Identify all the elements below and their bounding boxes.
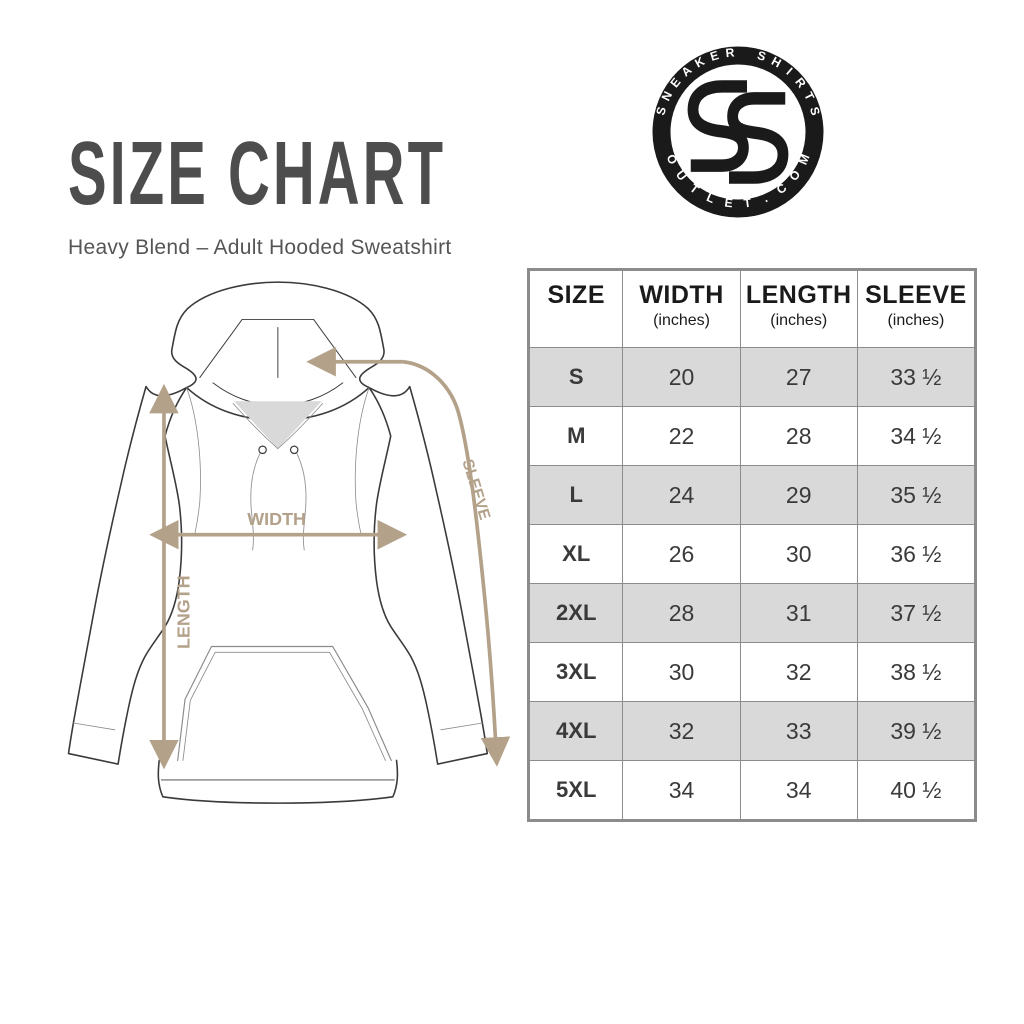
svg-text:SLEEVE: SLEEVE <box>458 457 493 522</box>
svg-text:LENGTH: LENGTH <box>173 575 193 649</box>
svg-text:R: R <box>725 45 735 60</box>
svg-text:WIDTH: WIDTH <box>247 509 306 529</box>
